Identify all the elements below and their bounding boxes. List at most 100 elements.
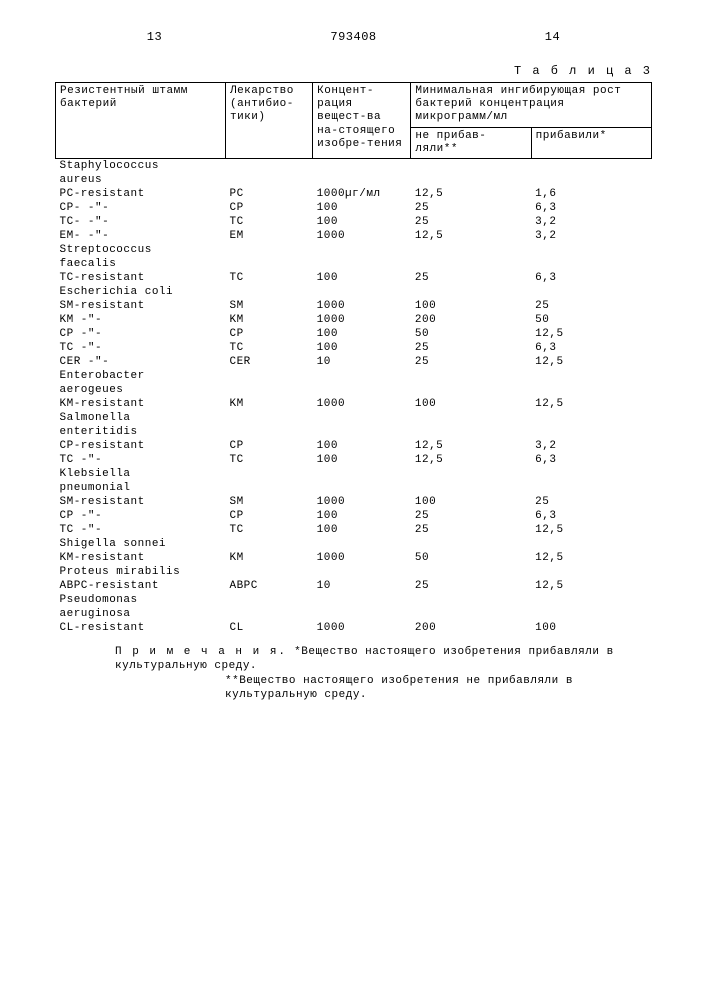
cell-not-added: 100 [411, 397, 531, 411]
cell-not-added: 12,5 [411, 453, 531, 467]
table-body: StaphylococcusaureusPC-resistantPC1000µг… [56, 158, 652, 635]
cell-strain: CP -"- [56, 327, 226, 341]
cell-strain: TC-resistant [56, 271, 226, 285]
cell-added: 25 [531, 299, 651, 313]
cell-strain: KM-resistant [56, 551, 226, 565]
group-label-row: Escherichia coli [56, 285, 652, 299]
cell-drug: KM [225, 551, 312, 565]
cell-not-added: 25 [411, 271, 531, 285]
group-label: enteritidis [56, 425, 652, 439]
cell-strain: ABPC-resistant [56, 579, 226, 593]
cell-drug: TC [225, 453, 312, 467]
cell-strain: CP-resistant [56, 439, 226, 453]
page-header: 13 793408 14 [55, 30, 652, 44]
group-label: aureus [56, 173, 652, 187]
cell-not-added: 100 [411, 299, 531, 313]
table-row: SM-resistantSM100010025 [56, 495, 652, 509]
cell-not-added: 25 [411, 341, 531, 355]
group-label: Shigella sonnei [56, 537, 652, 551]
cell-conc: 100 [313, 523, 411, 537]
cell-not-added: 12,5 [411, 187, 531, 201]
cell-added: 3,2 [531, 229, 651, 243]
cell-not-added: 25 [411, 579, 531, 593]
cell-conc: 1000 [313, 621, 411, 635]
footnote: П р и м е ч а н и я. *Вещество настоящег… [55, 645, 652, 702]
group-label: Pseudomonas [56, 593, 652, 607]
table-row: CP -"-CP100256,3 [56, 509, 652, 523]
group-label-row: Proteus mirabilis [56, 565, 652, 579]
cell-drug: TC [225, 523, 312, 537]
cell-strain: KM-resistant [56, 397, 226, 411]
cell-conc: 1000 [313, 299, 411, 313]
page-num-left: 13 [55, 30, 254, 44]
cell-drug: CP [225, 327, 312, 341]
cell-strain: PC-resistant [56, 187, 226, 201]
cell-added: 6,3 [531, 453, 651, 467]
group-label: Proteus mirabilis [56, 565, 652, 579]
cell-drug: EM [225, 229, 312, 243]
cell-conc: 1000 [313, 229, 411, 243]
group-label: Salmonella [56, 411, 652, 425]
cell-strain: SM-resistant [56, 299, 226, 313]
cell-added: 3,2 [531, 215, 651, 229]
cell-conc: 100 [313, 215, 411, 229]
doc-number: 793408 [254, 30, 453, 44]
table-row: CER -"-CER102512,5 [56, 355, 652, 369]
cell-conc: 100 [313, 327, 411, 341]
cell-drug: ABPC [225, 579, 312, 593]
table-row: EM- -"-EM100012,53,2 [56, 229, 652, 243]
cell-added: 6,3 [531, 341, 651, 355]
table-row: CL-resistantCL1000200100 [56, 621, 652, 635]
group-label: pneumonial [56, 481, 652, 495]
cell-added: 50 [531, 313, 651, 327]
cell-drug: TC [225, 341, 312, 355]
cell-added: 12,5 [531, 397, 651, 411]
group-label: Escherichia coli [56, 285, 652, 299]
cell-strain: CP -"- [56, 509, 226, 523]
group-label-row: Streptococcus [56, 243, 652, 257]
cell-added: 6,3 [531, 271, 651, 285]
cell-not-added: 25 [411, 215, 531, 229]
cell-drug: TC [225, 271, 312, 285]
cell-not-added: 50 [411, 327, 531, 341]
group-label-row: enteritidis [56, 425, 652, 439]
cell-conc: 100 [313, 201, 411, 215]
cell-not-added: 25 [411, 523, 531, 537]
cell-conc: 1000µг/мл [313, 187, 411, 201]
cell-strain: CER -"- [56, 355, 226, 369]
cell-conc: 1000 [313, 313, 411, 327]
cell-added: 12,5 [531, 579, 651, 593]
cell-not-added: 25 [411, 355, 531, 369]
table-caption: Т а б л и ц а 3 [55, 64, 652, 78]
table-row: PC-resistantPC1000µг/мл12,51,6 [56, 187, 652, 201]
cell-drug: CP [225, 439, 312, 453]
cell-strain: SM-resistant [56, 495, 226, 509]
footnote-star2: **Вещество настоящего изобретения не при… [115, 674, 652, 703]
cell-strain: KM -"- [56, 313, 226, 327]
cell-strain: EM- -"- [56, 229, 226, 243]
table-row: TC- -"-TC100253,2 [56, 215, 652, 229]
table-row: TC -"-TC100256,3 [56, 341, 652, 355]
table-row: KM-resistantKM10005012,5 [56, 551, 652, 565]
cell-drug: CL [225, 621, 312, 635]
header-mic: Минимальная ингибирующая рост бактерий к… [411, 83, 652, 128]
group-label: Klebsiella [56, 467, 652, 481]
cell-conc: 10 [313, 355, 411, 369]
group-label-row: aureus [56, 173, 652, 187]
cell-not-added: 200 [411, 621, 531, 635]
page-num-right: 14 [453, 30, 652, 44]
cell-not-added: 25 [411, 201, 531, 215]
cell-drug: SM [225, 495, 312, 509]
footnote-label: П р и м е ч а н и я. [115, 646, 287, 658]
header-not-added: не прибав-ляли** [411, 127, 531, 158]
group-label-row: Staphylococcus [56, 158, 652, 173]
cell-not-added: 50 [411, 551, 531, 565]
header-drug: Лекарство (антибио-тики) [225, 83, 312, 159]
header-added: прибавили* [531, 127, 651, 158]
header-strain: Резистентный штамм бактерий [56, 83, 226, 159]
table-row: CP- -"-CP100256,3 [56, 201, 652, 215]
cell-added: 12,5 [531, 523, 651, 537]
cell-drug: CP [225, 201, 312, 215]
data-table: Резистентный штамм бактерий Лекарство (а… [55, 82, 652, 635]
cell-not-added: 100 [411, 495, 531, 509]
